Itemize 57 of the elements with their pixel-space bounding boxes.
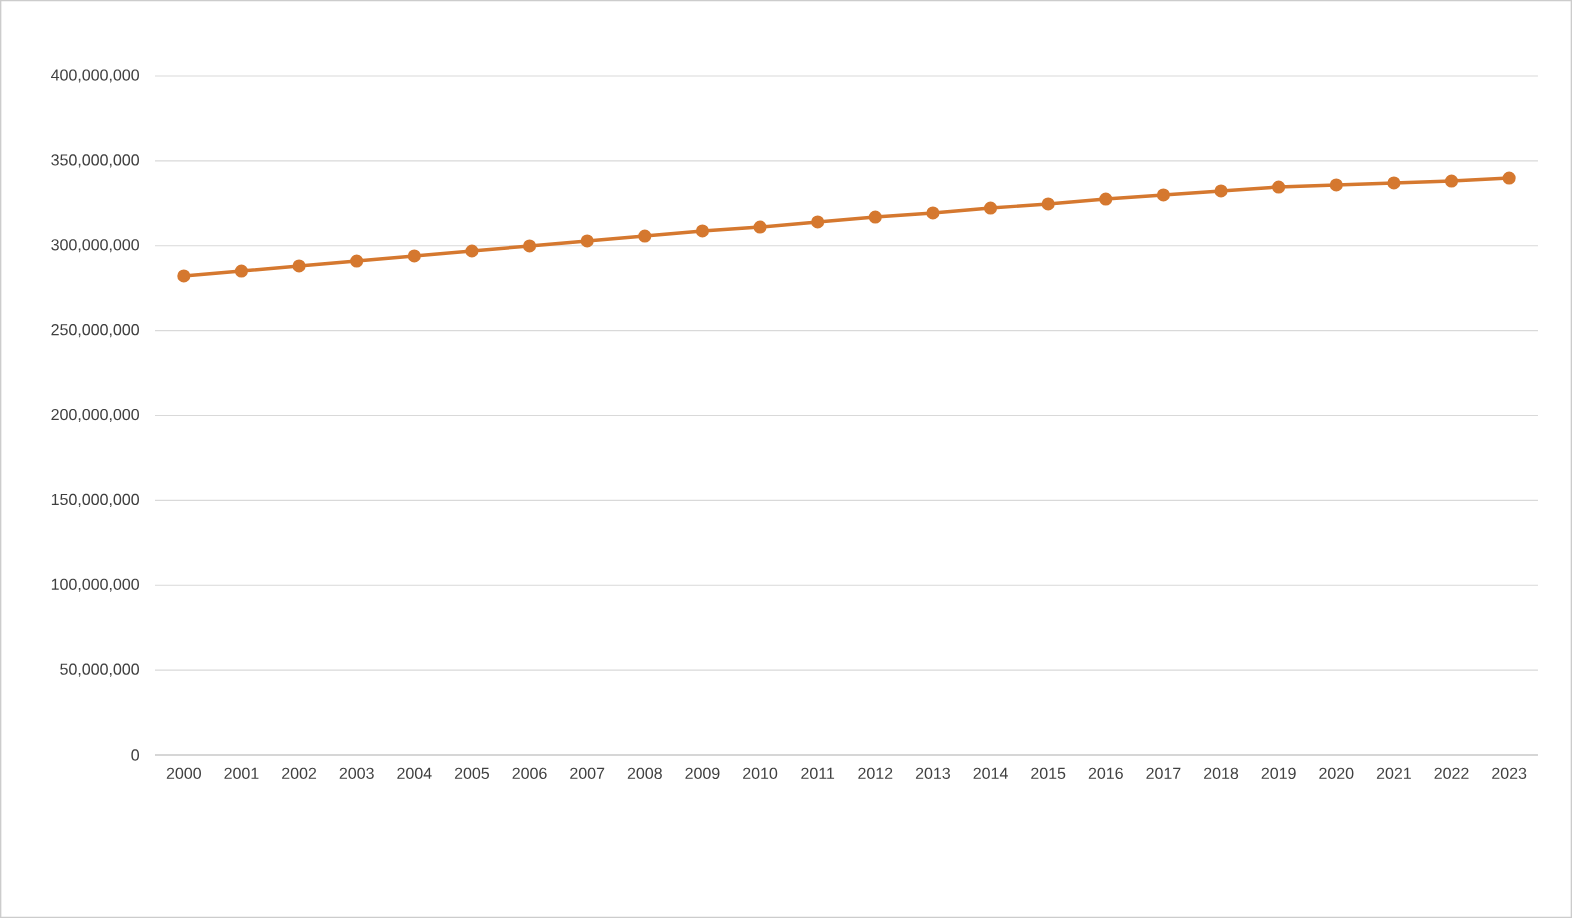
point	[811, 215, 825, 229]
point	[1502, 171, 1516, 185]
y-tick-label: 400,000,000	[51, 69, 139, 83]
x-tick-label: 2018	[1204, 767, 1239, 780]
x-tick-label: 2003	[339, 767, 374, 780]
point	[580, 234, 594, 248]
x-tick-label: 2007	[570, 767, 605, 780]
point	[1099, 192, 1113, 206]
x-tick-label: 2023	[1492, 767, 1527, 780]
x-tick-label: 2011	[801, 767, 835, 780]
point	[1156, 188, 1170, 202]
x-tick-label: 2022	[1434, 767, 1469, 780]
point	[638, 229, 652, 243]
y-tick-label: 300,000,000	[51, 239, 139, 253]
x-tick-label: 2010	[743, 767, 778, 780]
y-tick-label: 100,000,000	[51, 578, 139, 592]
point	[695, 224, 709, 238]
point	[350, 254, 364, 268]
x-tick-label: 2017	[1146, 767, 1181, 780]
point	[1272, 180, 1286, 194]
y-tick-label: 0	[131, 749, 140, 761]
x-tick-label: 2002	[282, 767, 317, 780]
point	[868, 210, 882, 224]
point	[177, 269, 191, 283]
point	[1214, 184, 1228, 198]
x-tick-label: 2013	[915, 767, 951, 780]
x-tick-label: 2015	[1031, 767, 1066, 780]
x-tick-label: 2009	[685, 767, 720, 780]
y-tick-label: 50,000,000	[60, 663, 139, 677]
x-tick-label: 2021	[1376, 767, 1411, 780]
point	[234, 264, 248, 278]
x-tick-label: 2014	[973, 767, 1008, 780]
x-tick-label: 2019	[1261, 767, 1296, 780]
point	[1329, 178, 1343, 192]
x-tick-label: 2004	[397, 767, 432, 780]
x-tick-label: 2012	[858, 767, 893, 780]
point	[292, 259, 306, 273]
point	[465, 244, 479, 258]
point	[407, 249, 421, 263]
x-tick-label: 2000	[166, 767, 201, 780]
point	[1041, 197, 1055, 211]
x-tick-label: 2008	[627, 767, 662, 780]
x-tick-label: 2001	[224, 767, 259, 780]
point	[753, 220, 767, 234]
point	[1387, 176, 1401, 190]
point	[926, 206, 940, 220]
point	[984, 201, 998, 215]
y-tick-label: 250,000,000	[51, 324, 139, 338]
x-tick-label: 2020	[1319, 767, 1354, 780]
x-tick-label: 2016	[1088, 767, 1123, 780]
y-tick-label: 150,000,000	[51, 493, 139, 507]
point	[523, 239, 537, 253]
x-tick-label: 2005	[454, 767, 490, 780]
y-tick-label: 350,000,000	[51, 154, 139, 168]
point	[1444, 174, 1459, 188]
x-tick-label: 2006	[512, 767, 547, 780]
y-tick-label: 200,000,000	[51, 408, 139, 423]
